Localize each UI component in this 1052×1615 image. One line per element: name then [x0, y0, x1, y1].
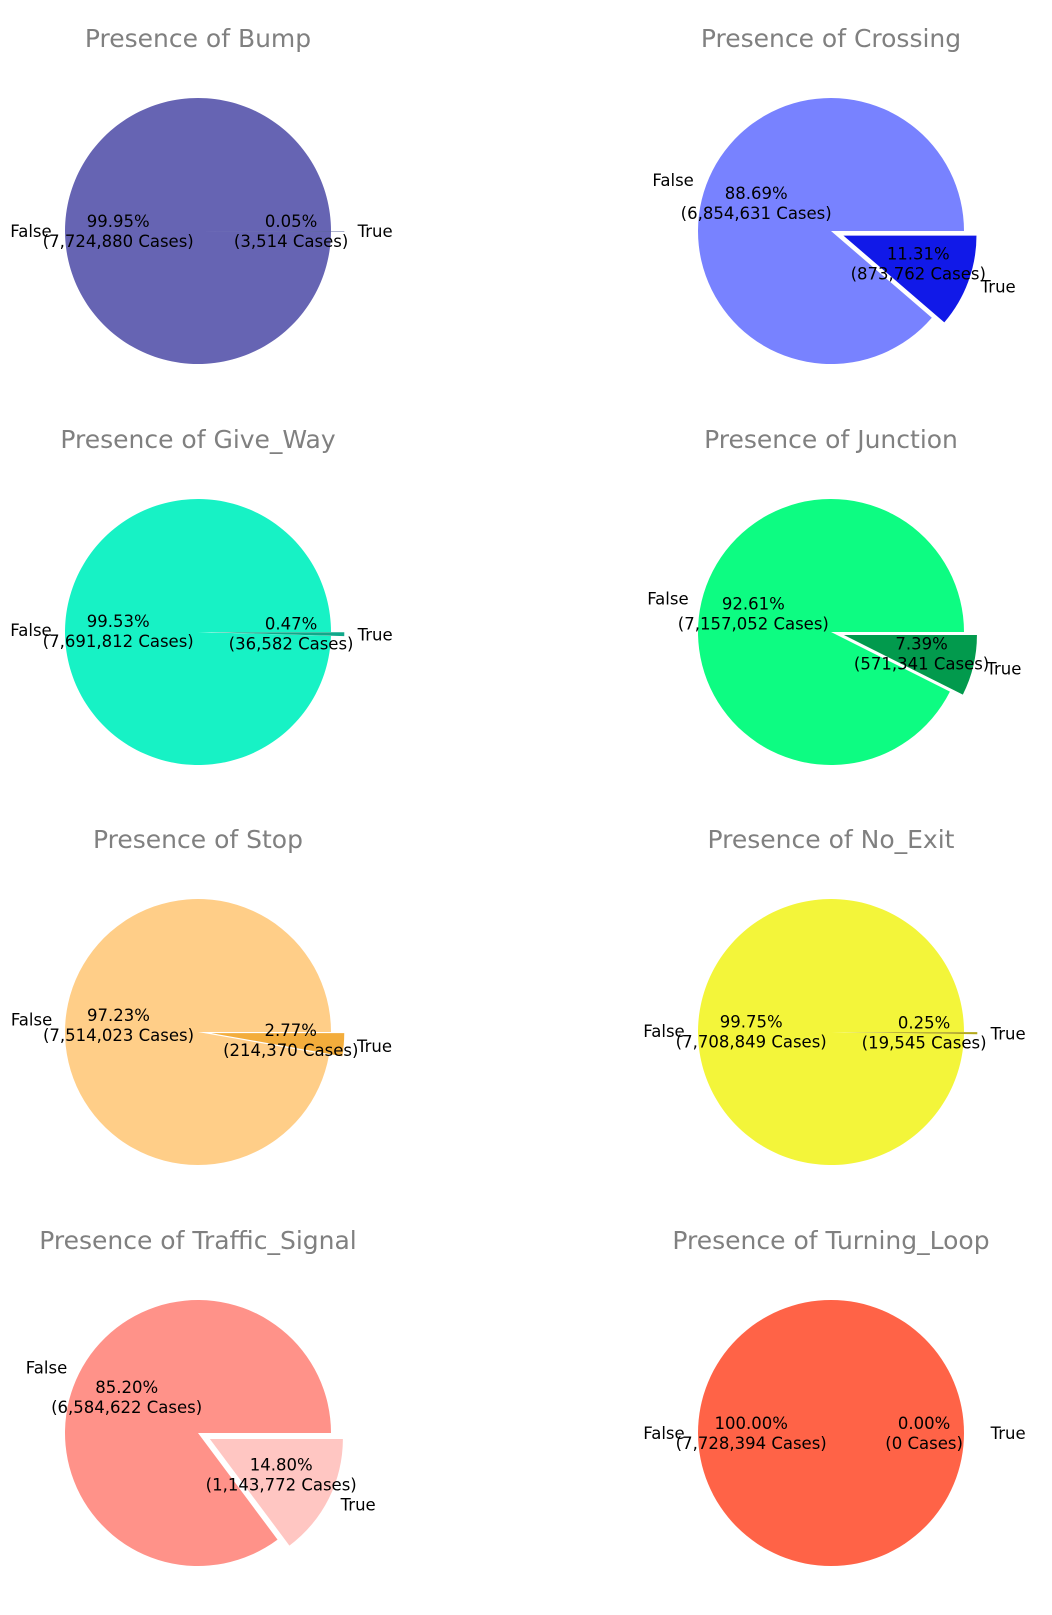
pie-slice-false — [698, 499, 964, 766]
pie-title: Presence of No_Exit — [708, 825, 955, 854]
slice-label: False — [10, 621, 51, 640]
slice-percent-label: 99.95% — [87, 212, 150, 231]
pie-title: Presence of Give_Way — [60, 425, 336, 454]
slice-count-label: (7,157,052 Cases) — [678, 615, 829, 634]
slice-count-label: (7,708,849 Cases) — [676, 1032, 827, 1051]
slice-count-label: (7,691,812 Cases) — [43, 632, 194, 651]
slice-count-label: (6,854,631 Cases) — [681, 204, 832, 223]
slice-label: True — [340, 1496, 376, 1515]
slice-percent-label: 14.80% — [250, 1456, 313, 1475]
slice-count-label: (19,545 Cases) — [862, 1034, 987, 1053]
pie-slice-false — [698, 1300, 964, 1566]
slice-percent-label: 0.05% — [265, 212, 317, 231]
pie-title: Presence of Bump — [85, 24, 311, 53]
pie-slice-true — [844, 1032, 978, 1035]
slice-count-label: (7,724,880 Cases) — [43, 232, 194, 251]
slice-count-label: (1,143,772 Cases) — [206, 1476, 357, 1495]
slice-label: False — [643, 1022, 684, 1041]
pie-slice-false — [65, 1300, 331, 1567]
slice-percent-label: 0.47% — [265, 614, 317, 633]
slice-label: False — [647, 589, 688, 608]
slice-percent-label: 11.31% — [887, 244, 950, 263]
slice-percent-label: 88.69% — [725, 184, 788, 203]
slice-percent-label: 92.61% — [722, 595, 785, 614]
slice-count-label: (7,514,023 Cases) — [43, 1026, 194, 1045]
slice-percent-label: 100.00% — [714, 1414, 787, 1433]
slice-label: True — [356, 1037, 392, 1056]
slice-percent-label: 97.23% — [87, 1006, 150, 1025]
pie-chart-6: Presence of No_Exit False 99.75%(7,708,849… — [643, 825, 1026, 1166]
slice-percent-label: 7.39% — [895, 634, 947, 653]
pie-slice-true — [211, 632, 345, 637]
slice-label: True — [357, 222, 393, 241]
slice-count-label: (3,514 Cases) — [234, 232, 348, 251]
pie-slice-true — [843, 235, 977, 323]
pie-slice-false — [698, 899, 964, 1166]
pie-slice-true — [843, 635, 977, 695]
slice-count-label: (571,341 Cases) — [854, 654, 989, 673]
slice-count-label: (7,728,394 Cases) — [676, 1434, 827, 1453]
pie-title: Presence of Junction — [704, 425, 958, 454]
pie-chart-2: Presence of Crossing False 88.69%(6,854,63… — [652, 24, 1016, 365]
pie-title: Presence of Turning_Loop — [672, 1226, 989, 1255]
pie-title: Presence of Crossing — [701, 24, 961, 53]
slice-label: True — [990, 1424, 1026, 1443]
slice-label: True — [357, 625, 393, 644]
pie-title: Presence of Stop — [93, 825, 303, 854]
pie-slice-true — [209, 1438, 343, 1546]
slice-label: True — [990, 1024, 1026, 1043]
pie-chart-4: Presence of Junction False 92.61%(7,157,05… — [647, 425, 1021, 766]
slice-percent-label: 0.00% — [898, 1414, 950, 1433]
pie-slice-false — [65, 98, 332, 365]
slice-percent-label: 2.77% — [265, 1021, 317, 1040]
pie-chart-5: Presence of Stop False 97.23%(7,514,023 Ca… — [11, 825, 392, 1166]
slice-count-label: (0 Cases) — [885, 1434, 963, 1453]
slice-label: False — [643, 1424, 684, 1443]
slice-label: True — [985, 660, 1021, 679]
pie-chart-8: Presence of Turning_Loop False 100.00%(7,7… — [643, 1226, 1026, 1566]
pie-chart-7: Presence of Traffic_Signal False 85.20%(6,… — [26, 1226, 376, 1567]
slice-count-label: (6,584,622 Cases) — [51, 1398, 202, 1417]
pie-slice-false — [65, 499, 332, 766]
slice-label: False — [10, 222, 51, 241]
pie-chart-1: Presence of Bump False 99.95%(7,724,880 Ca… — [10, 24, 393, 365]
pie-chart-3: Presence of Give_Way False 99.53%(7,691,81… — [10, 425, 393, 766]
slice-percent-label: 0.25% — [898, 1014, 950, 1033]
slice-label: False — [652, 171, 693, 190]
pie-slice-true — [211, 1033, 345, 1057]
slice-count-label: (214,370 Cases) — [223, 1041, 358, 1060]
slice-label: False — [26, 1358, 67, 1377]
slice-count-label: (873,762 Cases) — [851, 264, 986, 283]
pie-slice-false — [697, 98, 964, 365]
pie-slice-false — [64, 898, 331, 1166]
slice-label: True — [980, 278, 1016, 297]
slice-percent-label: 85.20% — [95, 1378, 158, 1397]
slice-label: False — [11, 1010, 52, 1029]
slice-count-label: (36,582 Cases) — [229, 634, 354, 653]
pie-title: Presence of Traffic_Signal — [39, 1226, 357, 1255]
slice-percent-label: 99.53% — [87, 612, 150, 631]
slice-percent-label: 99.75% — [720, 1012, 783, 1031]
